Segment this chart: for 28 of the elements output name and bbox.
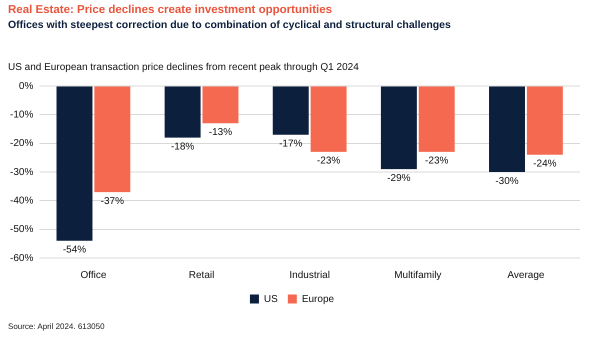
data-label: -17% (279, 138, 303, 150)
y-tick-label: 0% (18, 80, 34, 92)
y-tick-label: -20% (10, 138, 34, 150)
text: US and European transaction price declines from recent peak through Q1 2024 (8, 62, 359, 73)
x-tick-label: Industrial (289, 270, 330, 281)
y-tick-label: -40% (10, 195, 34, 206)
source-note: Source: April 2024. 613050 (8, 322, 105, 331)
data-label: -37% (100, 196, 124, 207)
x-tick-label: Retail (188, 270, 214, 281)
chart-subtitle: Offices with steepest correction due to combination of cyclical and structural challenges (8, 19, 451, 31)
x-tick-label: Multifamily (394, 270, 442, 281)
y-tick-label: -50% (10, 224, 34, 236)
legend-label: US (264, 294, 278, 305)
x-tick-label: Office (80, 270, 107, 281)
y-tick-label: -60% (10, 252, 34, 264)
data-label: -23% (425, 156, 448, 167)
x-tick-label: Average (507, 270, 545, 281)
y-tick-label: -30% (10, 166, 34, 178)
data-label: -29% (387, 172, 411, 184)
data-label: -54% (62, 244, 86, 256)
data-label: -18% (170, 141, 194, 152)
data-label: -24% (533, 158, 557, 170)
chart-title: Real Estate: Price declines create investment opportunities (8, 4, 332, 16)
y-tick-label: -10% (10, 109, 34, 120)
data-label: -23% (316, 156, 340, 167)
data-label: -30% (495, 176, 519, 187)
legend-label: Europe (302, 294, 335, 305)
data-label: -13% (208, 127, 232, 138)
